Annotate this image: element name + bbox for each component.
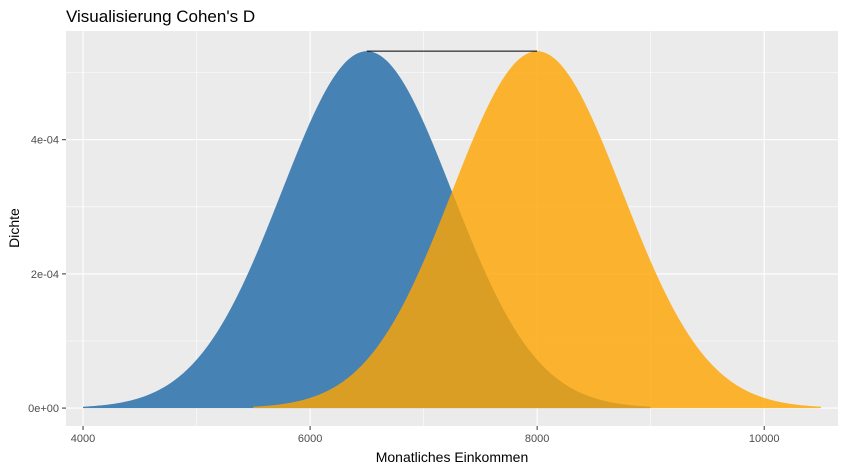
y-tick-label: 2e-04	[31, 269, 59, 281]
x-tick-label: 6000	[298, 433, 322, 445]
density-area-1	[83, 51, 651, 409]
x-axis-label: Monatliches Einkommen	[376, 449, 529, 465]
density-series	[83, 51, 821, 409]
x-tick-label: 4000	[71, 433, 95, 445]
density-area-2	[253, 51, 821, 409]
y-axis: 0e+00 2e-04 4e-04	[28, 135, 66, 415]
x-tick-label: 10000	[749, 433, 780, 445]
x-tick-label: 8000	[525, 433, 549, 445]
x-axis: 4000 6000 8000 10000	[71, 426, 780, 445]
y-axis-label: Dichte	[6, 208, 22, 248]
y-tick-label: 4e-04	[31, 135, 59, 147]
y-tick-label: 0e+00	[28, 403, 59, 415]
chart-title: Visualisierung Cohen's D	[66, 7, 255, 26]
